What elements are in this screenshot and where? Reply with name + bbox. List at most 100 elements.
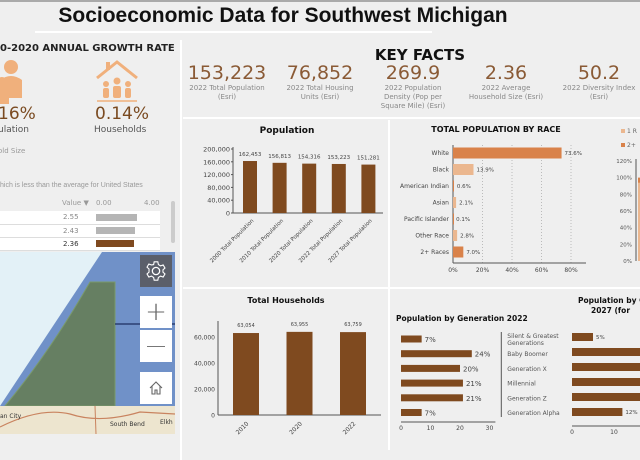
bar — [572, 393, 640, 401]
y-tick-label: 80% — [620, 192, 632, 198]
data-label: 2.8% — [460, 234, 474, 240]
bar-segment — [638, 177, 640, 261]
divider — [183, 117, 640, 119]
zoom-in-button[interactable]: + — [140, 296, 172, 328]
data-label: 2.1% — [459, 201, 473, 207]
row-name — [0, 224, 60, 238]
x-tick-label: 0 — [570, 429, 574, 436]
data-label: 156,813 — [268, 154, 291, 160]
bar — [401, 335, 422, 343]
growth-rate-heading: 0-2020 ANNUAL GROWTH RATE — [0, 43, 175, 54]
category-label: Generation X — [507, 366, 547, 373]
y-tick-label: 0 — [226, 210, 230, 218]
x-tick-label: 60% — [535, 267, 549, 274]
people-icon — [0, 60, 22, 104]
key-fact-label: 2022 Diversity Index (Esri) — [562, 84, 636, 101]
scale-min: 0.00 — [96, 199, 112, 207]
settings-button[interactable] — [140, 255, 172, 287]
bar — [302, 163, 317, 213]
key-fact: 153,223 2022 Total Population (Esri) — [177, 62, 277, 102]
legend-swatch — [621, 129, 625, 133]
row-bar-cell — [93, 224, 160, 238]
y-tick-label: 160,000 — [203, 158, 230, 166]
y-tick-label: 0 — [211, 413, 215, 420]
category-label: Other Race — [415, 233, 449, 240]
row-bar-cell — [93, 237, 160, 251]
bar — [243, 161, 257, 213]
legend-swatch — [621, 143, 625, 147]
map-canvas[interactable]: an City South Bend Elkh — [0, 252, 175, 434]
bar — [453, 164, 474, 175]
category-label: Silent & Greatest Generations — [507, 333, 559, 347]
y-tick-label: 200,000 — [203, 146, 230, 154]
table-row[interactable]: 2.36 — [0, 237, 160, 251]
y-tick-label: 120% — [616, 159, 632, 165]
bar — [331, 163, 346, 213]
home-button[interactable] — [140, 372, 172, 404]
data-label: 13.9% — [477, 168, 494, 174]
map[interactable]: an City South Bend Elkh + — [0, 252, 175, 434]
category-label: Black — [433, 167, 450, 174]
legend-label: 1 R — [627, 128, 637, 135]
key-fact-value: 153,223 — [187, 62, 267, 84]
data-label: 154,316 — [298, 155, 321, 161]
data-label: 63,955 — [291, 322, 309, 328]
divider — [183, 287, 640, 289]
bar — [572, 378, 640, 386]
key-fact-label: 2022 Total Population (Esri) — [189, 84, 265, 101]
x-tick-label: 0 — [399, 425, 403, 432]
x-tick-label: 2020 — [288, 420, 304, 436]
data-label: 73.6% — [565, 151, 582, 157]
bar — [286, 331, 313, 415]
key-fact-value: 76,852 — [286, 62, 354, 84]
data-label: 0.1% — [456, 217, 470, 223]
bar — [401, 409, 422, 416]
map-label: South Bend — [110, 421, 145, 428]
key-fact-value: 2.36 — [484, 62, 528, 84]
scale-max: 4.00 — [144, 199, 160, 207]
data-label: 63,054 — [237, 323, 255, 329]
table-scrollbar[interactable] — [171, 201, 175, 243]
bar — [453, 147, 562, 159]
table-row[interactable]: 2.55 — [0, 211, 160, 225]
chart-title: Total Households — [247, 296, 324, 305]
map-label: Elkh — [160, 419, 173, 426]
y-tick-label: 40,000 — [194, 361, 215, 368]
row-name — [0, 237, 60, 251]
data-label: 21% — [466, 380, 482, 388]
value-column-header[interactable]: Value ▼ — [62, 199, 89, 207]
x-tick-label: 30 — [486, 425, 494, 432]
data-label: 7% — [425, 410, 436, 418]
key-facts: 153,223 2022 Total Population (Esri) 76,85… — [177, 62, 640, 116]
bar — [272, 162, 287, 213]
chart-title: TOTAL POPULATION BY RACE — [431, 125, 561, 134]
bar — [572, 348, 640, 356]
x-tick-label: 20 — [456, 425, 464, 432]
page-title: Socioeconomic Data for Southwest Michiga… — [58, 4, 508, 27]
x-tick-label: 10 — [427, 425, 435, 432]
x-tick-label: 0% — [448, 267, 458, 274]
row-bar — [96, 213, 138, 221]
key-fact-value: 50.2 — [577, 62, 621, 84]
category-label: Generation Alpha — [507, 410, 560, 417]
key-fact-value: 269.9 — [385, 62, 441, 84]
bar — [361, 164, 376, 213]
category-label: Pacific Islander — [404, 216, 450, 223]
chart-title: Population by Generation 2022 — [396, 314, 528, 323]
map-label: an City — [0, 413, 22, 420]
chart-subtitle: 2027 (for — [591, 306, 630, 315]
row-name — [0, 211, 60, 225]
bar — [401, 394, 463, 402]
y-tick-label: 40% — [620, 226, 632, 232]
category-label: White — [432, 150, 450, 157]
bar — [453, 180, 454, 192]
bar — [401, 364, 460, 372]
bar — [340, 332, 366, 415]
x-tick-label: 2022 — [342, 420, 358, 436]
category-label: American Indian — [400, 183, 449, 190]
zoom-out-button[interactable] — [140, 330, 172, 362]
table-row[interactable]: 2.43 — [0, 224, 160, 238]
population-growth-label: ulation — [0, 125, 29, 135]
home-icon — [149, 381, 163, 395]
x-tick-label: 2010 — [235, 420, 251, 436]
